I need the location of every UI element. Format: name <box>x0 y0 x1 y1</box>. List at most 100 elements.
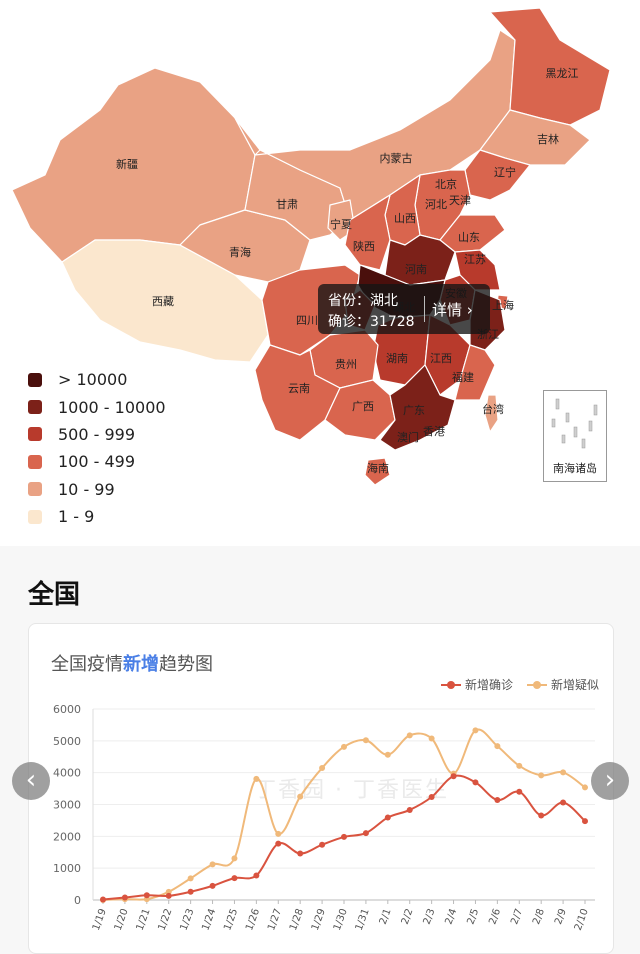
x-tick-label: 1/25 <box>222 907 240 932</box>
x-tick-label: 1/21 <box>135 907 153 932</box>
legend-marker <box>440 680 461 690</box>
label-shanxi: 山西 <box>394 212 416 225</box>
x-tick-label: 2/2 <box>400 907 416 926</box>
legend-series-confirmed[interactable]: 新增确诊 <box>440 676 513 693</box>
data-point <box>100 896 106 903</box>
province-guangxi[interactable] <box>324 379 396 441</box>
legend-item: 500 - 999 <box>28 421 166 448</box>
label-guangdong: 广东 <box>403 404 425 417</box>
trend-chart-card: 全国疫情新增趋势图 新增确诊 新增疑似 丁香园 · 丁香医生 0 1000 2000… <box>28 623 614 954</box>
legend-series-label: 新增确诊 <box>464 678 513 692</box>
data-point <box>472 779 479 786</box>
province-hainan[interactable] <box>364 457 391 486</box>
next-arrow-button[interactable]: › <box>591 762 629 800</box>
x-tick-label: 1/30 <box>332 907 350 932</box>
x-tick-label: 1/24 <box>200 907 218 932</box>
data-point <box>516 788 523 795</box>
data-point <box>187 888 194 895</box>
x-tick-label: 2/5 <box>465 907 481 926</box>
y-tick-label: 4000 <box>53 767 81 780</box>
label-shaanxi: 陕西 <box>353 239 375 253</box>
x-tick-label: 1/20 <box>113 907 131 932</box>
label-beijing: 北京 <box>435 177 457 191</box>
data-point <box>187 875 194 882</box>
label-xinjiang: 新疆 <box>116 157 138 171</box>
province-guangdong[interactable] <box>379 364 456 451</box>
prev-arrow-button[interactable]: ‹ <box>12 762 50 800</box>
label-shanghai: 上海 <box>492 298 514 312</box>
x-tick-label: 1/22 <box>157 907 175 932</box>
x-tick-label: 1/27 <box>266 907 284 932</box>
data-point <box>560 769 567 776</box>
label-guangxi: 广西 <box>352 400 374 413</box>
label-neimenggu: 内蒙古 <box>380 151 413 165</box>
legend-item: 100 - 499 <box>28 448 166 475</box>
data-point <box>428 794 435 801</box>
data-point <box>384 751 391 758</box>
data-point <box>406 806 413 813</box>
label-qinghai: 青海 <box>229 245 251 259</box>
legend-label: 100 - 499 <box>58 452 136 472</box>
china-map-card: 新疆 西藏 青海 甘肃 内蒙古 黑龙江 吉林 辽宁 北京 河北 天津 山西 宁夏… <box>12 7 611 530</box>
y-tick-label: 6000 <box>53 703 81 716</box>
label-xizang: 西藏 <box>152 295 174 308</box>
data-point <box>275 830 282 837</box>
chart-title-suffix: 趋势图 <box>159 654 213 675</box>
data-point <box>341 743 347 750</box>
chart-title-prefix: 全国疫情 <box>51 654 123 675</box>
legend-swatch <box>28 427 42 442</box>
label-jilin: 吉林 <box>537 132 559 146</box>
label-yunnan: 云南 <box>288 382 310 395</box>
data-point <box>362 737 369 744</box>
label-hongkong: 香港 <box>423 425 445 438</box>
province-tooltip[interactable]: 省份：湖北 确诊：31728 详情 › <box>318 284 490 334</box>
data-point <box>121 894 128 901</box>
x-tick-label: 1/28 <box>288 907 306 932</box>
data-point <box>516 762 523 769</box>
data-point <box>231 875 238 882</box>
legend-swatch <box>28 482 42 497</box>
legend-series-suspected[interactable]: 新增疑似 <box>526 676 599 693</box>
data-point <box>319 764 326 771</box>
data-point <box>406 732 413 739</box>
province-taiwan[interactable] <box>484 394 499 433</box>
inset-label: 南海诸岛 <box>553 462 597 475</box>
legend-swatch <box>28 400 42 415</box>
x-tick-label: 2/3 <box>422 907 438 926</box>
y-tick-label: 2000 <box>53 830 81 843</box>
legend-label: 1000 - 10000 <box>58 397 166 417</box>
x-tick-label: 2/7 <box>509 907 525 926</box>
x-tick-label: 2/10 <box>573 907 591 932</box>
province-heilongjiang[interactable] <box>489 7 611 126</box>
label-tianjin: 天津 <box>449 194 471 207</box>
tooltip-province: 省份：湖北 <box>328 293 398 309</box>
label-hebei: 河北 <box>425 198 447 211</box>
data-point <box>143 892 150 899</box>
x-tick-label: 1/23 <box>178 907 196 932</box>
data-point <box>582 784 588 791</box>
y-tick-label: 0 <box>74 894 81 907</box>
label-jiangsu: 江苏 <box>464 253 486 266</box>
province-xizang[interactable] <box>61 239 269 363</box>
x-tick-label: 2/6 <box>487 907 503 926</box>
map-legend: > 10000 1000 - 10000 500 - 999 100 - 499… <box>28 366 166 530</box>
label-henan: 河南 <box>405 263 427 276</box>
label-gansu: 甘肃 <box>276 198 298 211</box>
data-point <box>362 830 369 837</box>
label-hainan: 海南 <box>367 461 389 475</box>
data-point <box>231 855 238 862</box>
data-point <box>582 818 588 825</box>
label-ningxia: 宁夏 <box>330 217 352 231</box>
province-shaanxi[interactable] <box>344 194 391 271</box>
x-tick-label: 1/29 <box>310 907 328 932</box>
data-point <box>165 892 172 899</box>
label-fujian: 福建 <box>452 370 474 384</box>
tooltip-detail-link[interactable]: 详情 › <box>432 301 473 319</box>
data-point <box>209 882 216 889</box>
y-tick-label: 3000 <box>53 799 81 812</box>
legend-item: 1000 - 10000 <box>28 393 166 420</box>
data-point <box>494 743 501 750</box>
data-point <box>319 841 326 848</box>
data-point <box>297 850 304 857</box>
